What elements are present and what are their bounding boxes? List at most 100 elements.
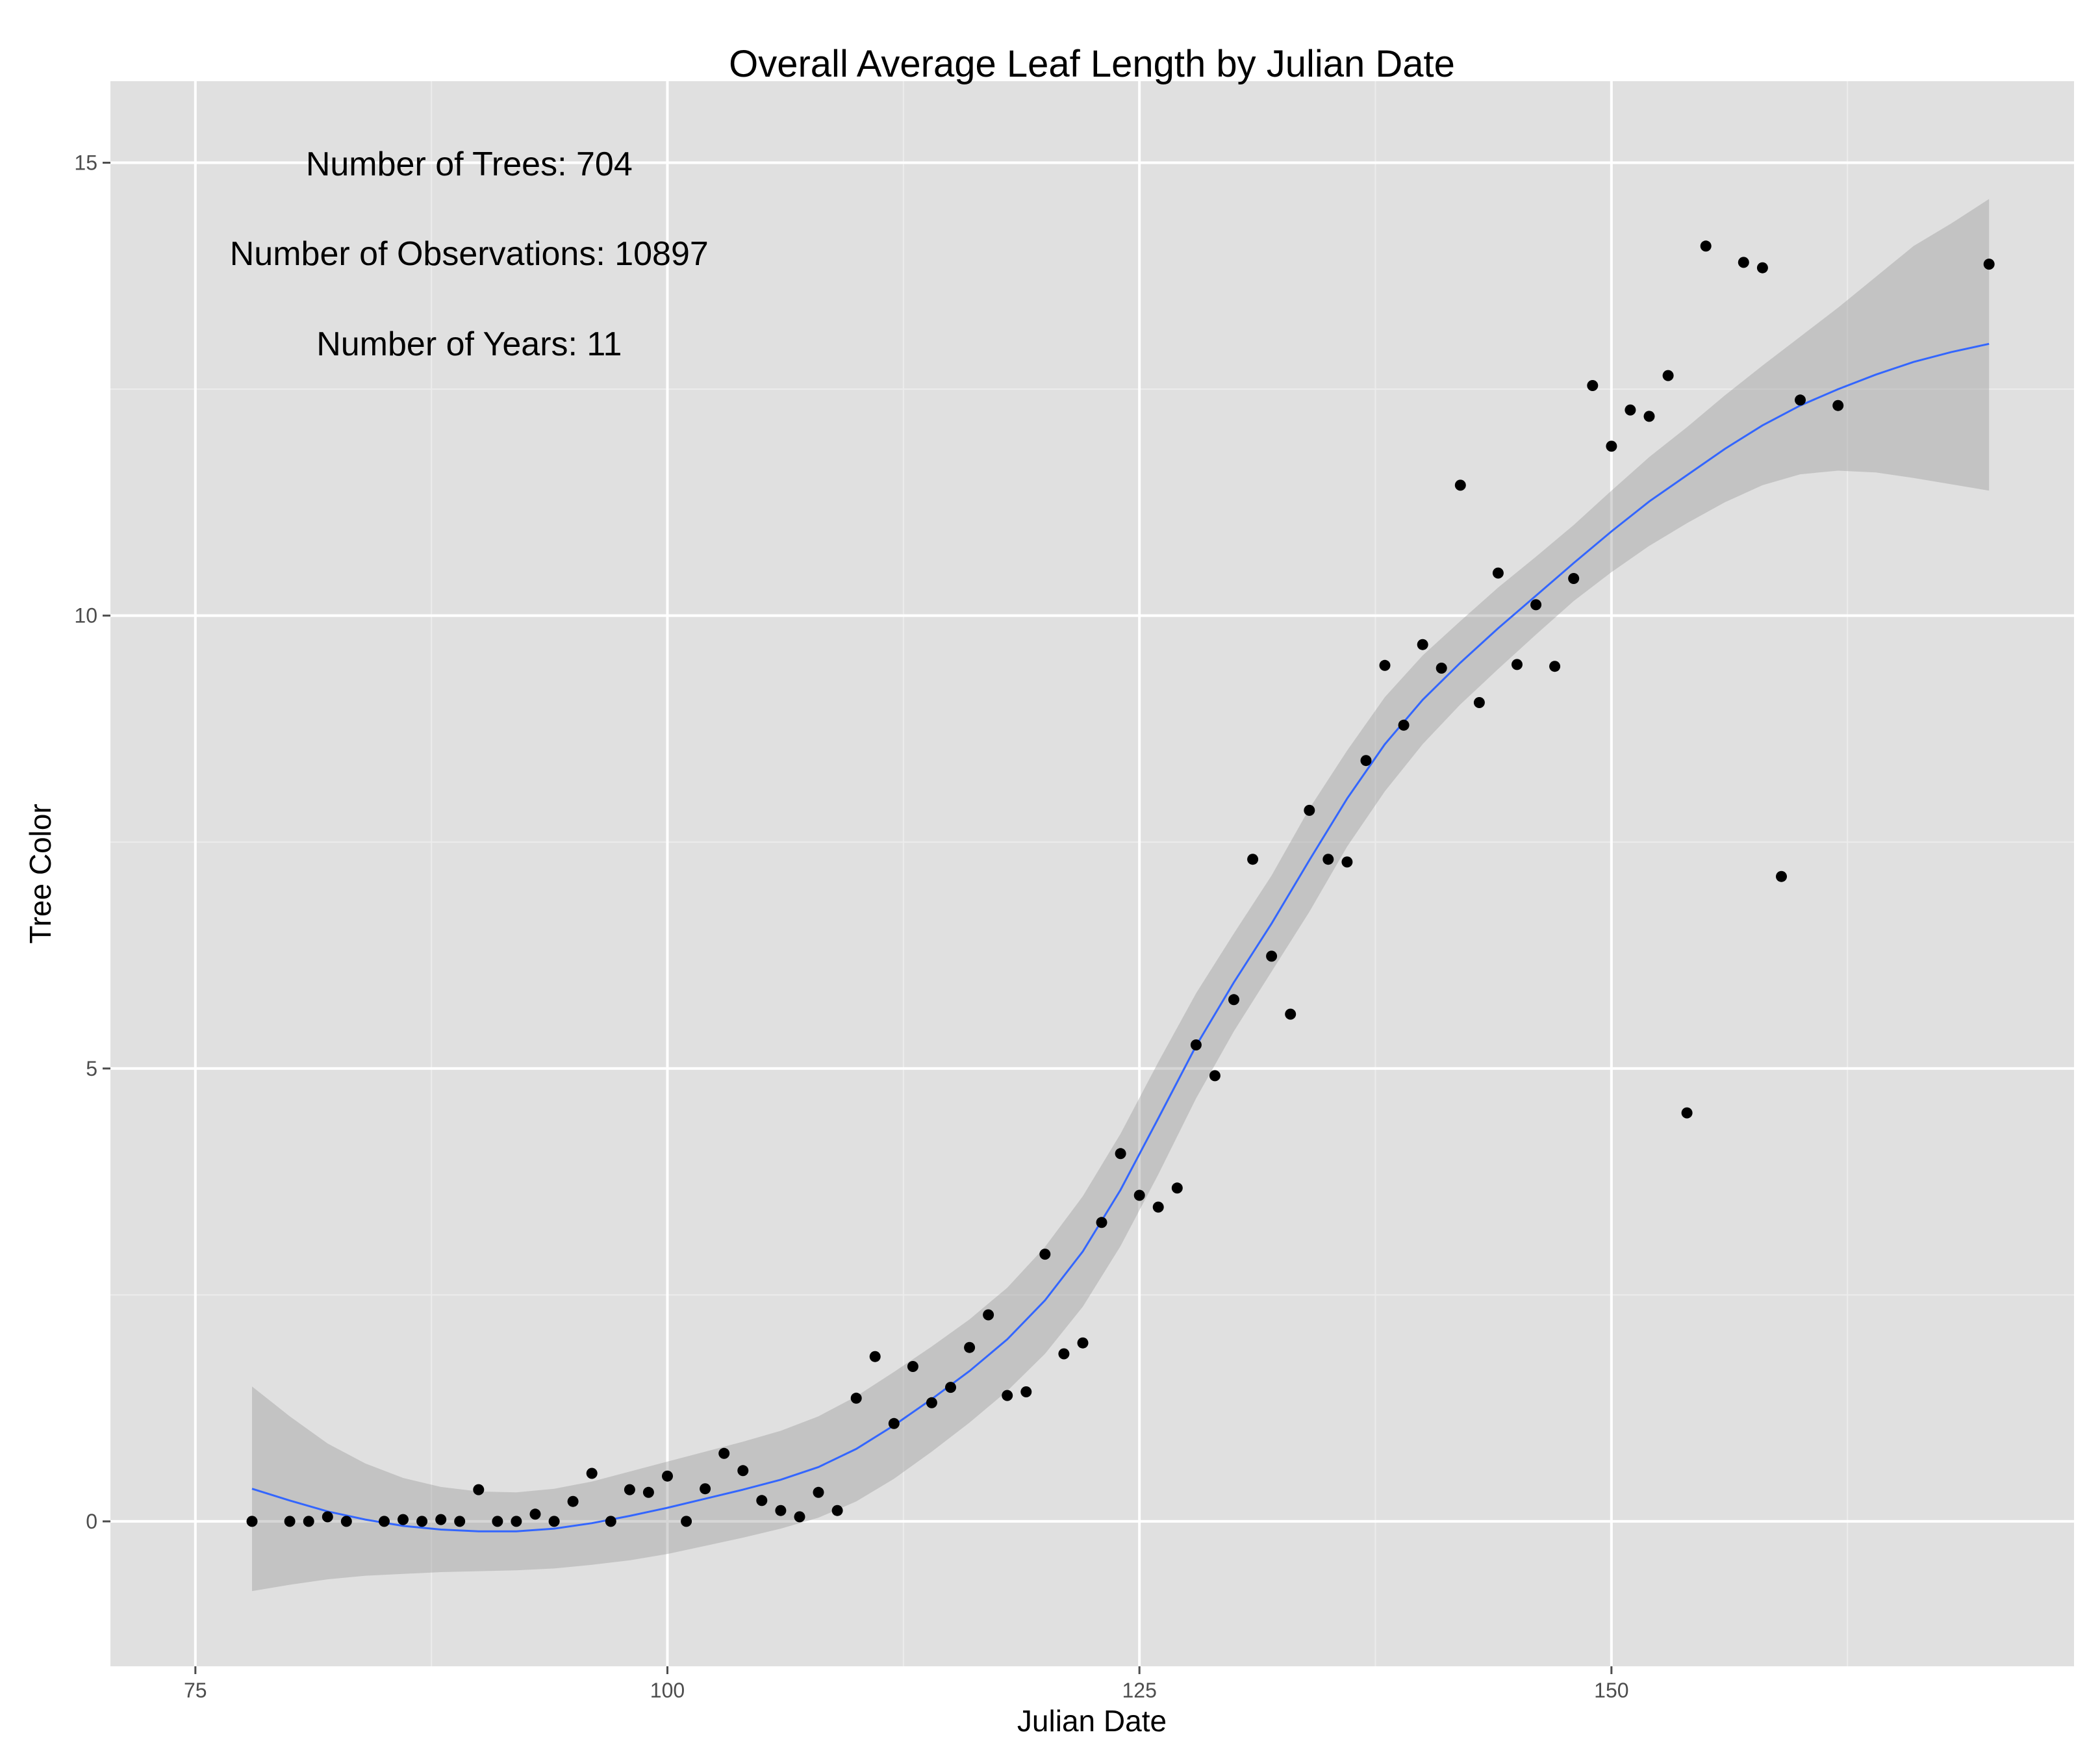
data-point: [1398, 719, 1410, 731]
data-point: [1738, 257, 1749, 268]
data-point: [1077, 1337, 1089, 1349]
data-point: [435, 1514, 447, 1525]
data-point: [1039, 1249, 1051, 1260]
data-point: [303, 1516, 314, 1527]
y-axis-title: Tree Color: [23, 804, 57, 944]
data-point: [775, 1505, 787, 1516]
data-point: [379, 1516, 390, 1527]
data-point: [1832, 400, 1844, 411]
data-point: [1530, 599, 1542, 611]
data-point: [1587, 380, 1599, 391]
data-point: [492, 1516, 503, 1527]
x-tick-label: 75: [184, 1679, 207, 1702]
data-point: [1002, 1390, 1013, 1401]
data-point: [964, 1341, 976, 1353]
data-point: [1700, 240, 1712, 252]
annotation-text: Number of Years: 11: [316, 325, 622, 363]
data-point: [1549, 661, 1561, 672]
data-point: [1285, 1008, 1297, 1020]
data-point: [1625, 404, 1636, 416]
data-point: [340, 1516, 352, 1527]
grid-minor: [110, 81, 2074, 1666]
grid-major: [110, 81, 2074, 1666]
data-point: [605, 1516, 616, 1527]
data-point: [1756, 262, 1768, 273]
data-point: [681, 1516, 692, 1527]
data-point: [1190, 1039, 1202, 1050]
data-point: [1512, 659, 1523, 670]
confidence-band: [252, 199, 1990, 1592]
data-point: [1454, 479, 1466, 491]
annotation-text: Number of Trees: 704: [306, 146, 633, 183]
data-point: [1379, 659, 1391, 671]
points-layer: [246, 240, 1995, 1527]
annotations-layer: Number of Trees: 704 Number of Observatio…: [230, 146, 709, 363]
data-point: [473, 1484, 485, 1495]
data-point: [850, 1392, 862, 1404]
confidence-band-layer: [252, 199, 1990, 1592]
data-point: [511, 1516, 522, 1527]
data-point: [983, 1309, 994, 1321]
data-point: [1795, 394, 1806, 406]
data-point: [1020, 1386, 1032, 1397]
ticks-layer: 75 100 125 150 0 5 10 15: [74, 151, 1628, 1702]
data-point: [1606, 440, 1617, 452]
data-point: [416, 1516, 428, 1527]
data-point: [1360, 755, 1372, 767]
data-point: [624, 1484, 635, 1495]
data-point: [1681, 1107, 1693, 1119]
data-point: [1209, 1070, 1221, 1082]
x-tick-label: 100: [650, 1679, 685, 1702]
data-point: [454, 1516, 466, 1527]
smooth-line: [251, 342, 1990, 1532]
data-point: [907, 1361, 918, 1372]
data-point: [1643, 411, 1655, 422]
data-point: [662, 1470, 673, 1482]
x-tick-label: 150: [1594, 1679, 1628, 1702]
data-point: [1436, 663, 1447, 674]
data-point: [1322, 854, 1334, 865]
x-tick-label: 125: [1122, 1679, 1156, 1702]
data-point: [926, 1397, 937, 1408]
smooth-line-layer: [251, 342, 1990, 1532]
data-point: [794, 1511, 805, 1523]
data-point: [756, 1495, 768, 1506]
data-point: [945, 1382, 956, 1393]
data-point: [1096, 1217, 1107, 1228]
data-point: [1266, 950, 1278, 962]
data-point: [1247, 854, 1259, 865]
data-point: [737, 1465, 749, 1477]
data-point: [1473, 697, 1485, 708]
data-point: [831, 1505, 843, 1516]
data-point: [1417, 639, 1428, 650]
data-point: [813, 1486, 824, 1498]
chart-title: Overall Average Leaf Length by Julian Da…: [729, 43, 1455, 85]
x-axis-title: Julian Date: [1017, 1704, 1167, 1738]
data-point: [567, 1495, 579, 1507]
y-tick-label: 0: [86, 1510, 97, 1533]
data-point: [1171, 1182, 1183, 1194]
y-tick-label: 10: [74, 604, 97, 628]
data-point: [586, 1468, 598, 1479]
y-tick-label: 15: [74, 151, 97, 174]
data-point: [284, 1516, 296, 1527]
data-point: [1983, 259, 1995, 270]
data-point: [1662, 370, 1674, 381]
data-point: [1341, 856, 1353, 868]
data-point: [1133, 1189, 1145, 1201]
data-point: [642, 1486, 654, 1498]
data-point: [718, 1447, 730, 1459]
data-point: [1115, 1148, 1126, 1160]
y-tick-label: 5: [86, 1057, 97, 1080]
data-point: [869, 1351, 881, 1362]
data-point: [1492, 567, 1504, 579]
data-point: [1568, 573, 1580, 584]
data-point: [700, 1483, 711, 1495]
data-point: [1058, 1348, 1070, 1360]
annotation-text: Number of Observations: 10897: [230, 235, 709, 273]
data-point: [548, 1516, 560, 1527]
data-point: [398, 1514, 409, 1525]
data-point: [246, 1516, 258, 1527]
data-point: [1304, 804, 1315, 816]
data-point: [529, 1508, 541, 1520]
